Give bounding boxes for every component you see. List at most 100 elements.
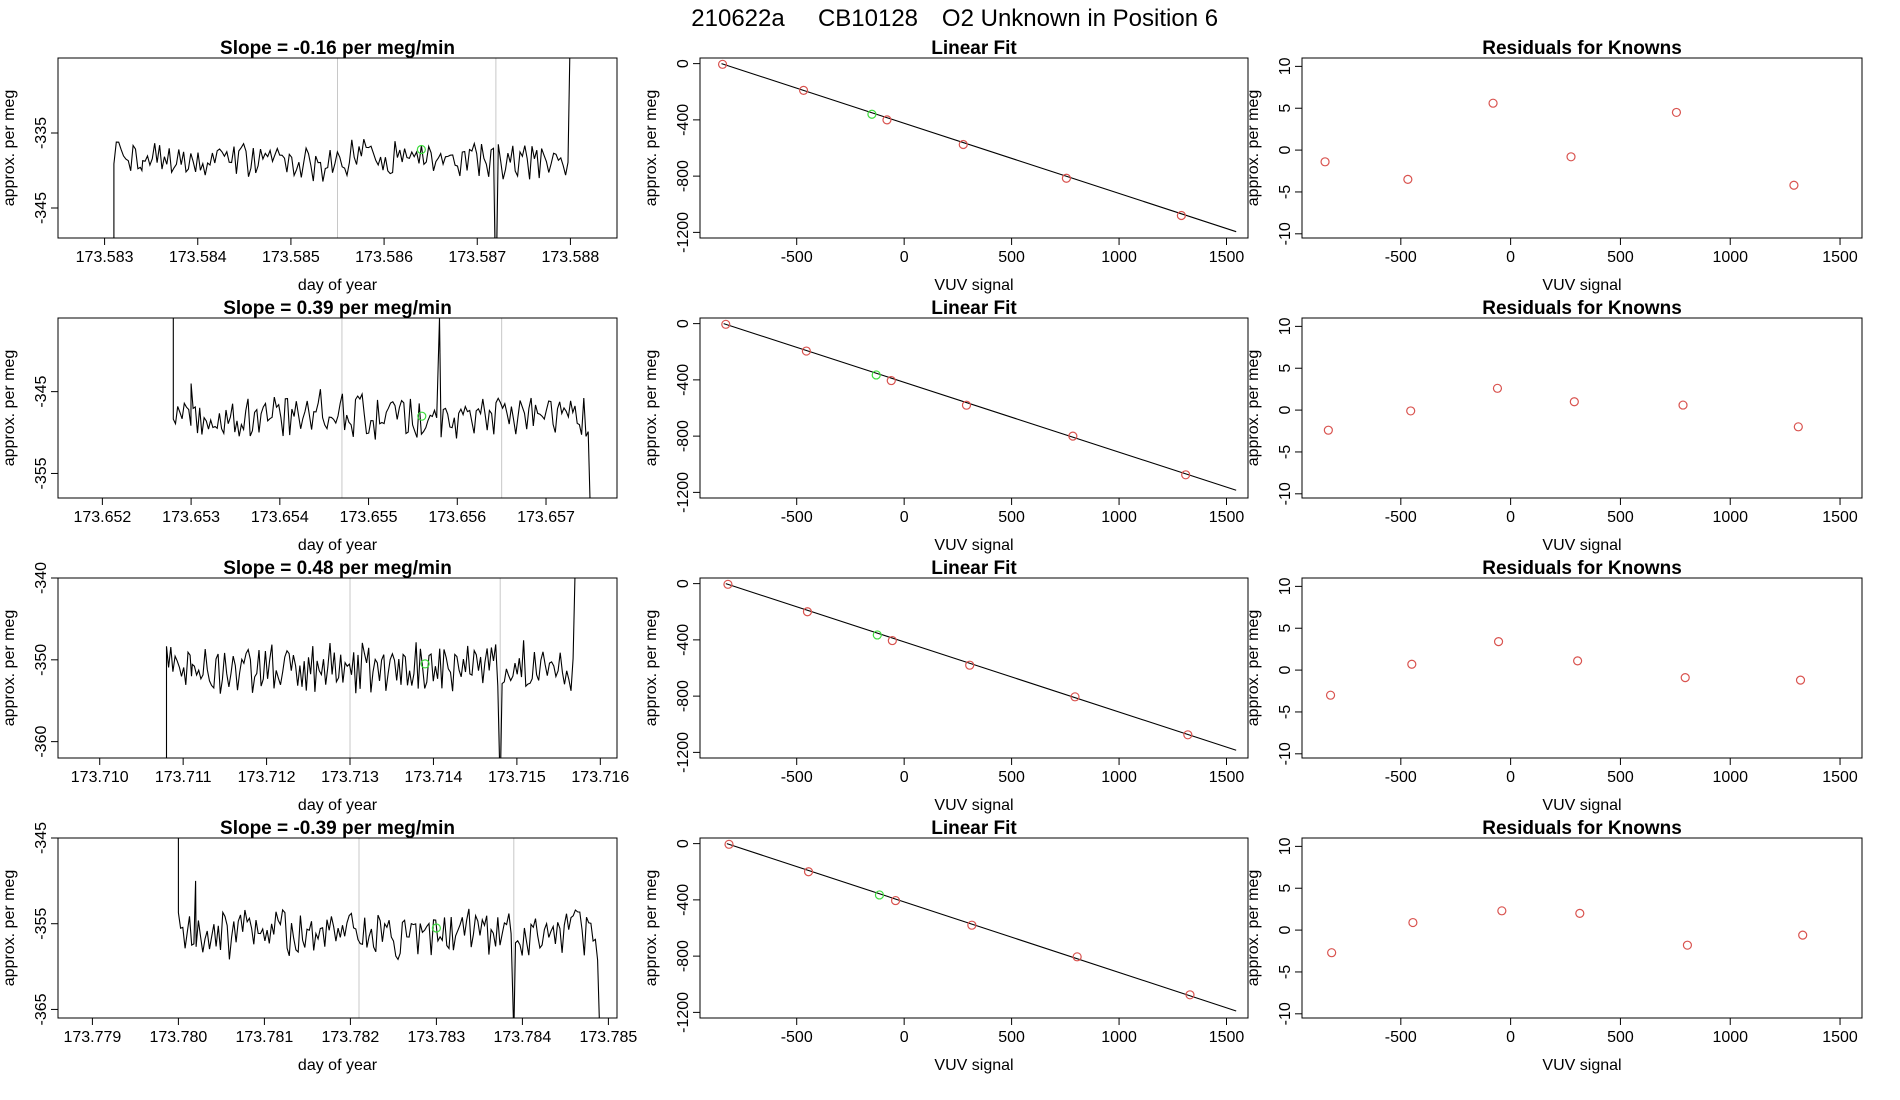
residuals-4-x-tick-label: 500 bbox=[1607, 1029, 1634, 1046]
timeseries-3-y-tick-label: -340 bbox=[33, 562, 50, 594]
timeseries-4-panel: Slope = -0.39 per meg/min day of year appr… bbox=[1, 818, 637, 1074]
residuals-4-x-tick-label: -500 bbox=[1385, 1029, 1417, 1046]
residuals-4-residual-point-3 bbox=[1497, 906, 1507, 916]
linear-fit-3-known-point-4 bbox=[965, 660, 975, 670]
timeseries-1-unknown-point bbox=[416, 144, 426, 155]
residuals-3-y-axis-label: approx. per meg bbox=[1245, 610, 1262, 727]
linear-fit-2-known-point-2 bbox=[801, 346, 811, 356]
timeseries-4-x-tick-label: 173.780 bbox=[149, 1029, 207, 1046]
linear-fit-1-y-tick-label: 0 bbox=[675, 59, 692, 68]
residuals-1-x-tick-label: 1000 bbox=[1712, 249, 1748, 266]
linear-fit-3-known-point-5 bbox=[1070, 692, 1080, 702]
residuals-4-x-tick-label: 0 bbox=[1506, 1029, 1515, 1046]
timeseries-2-y-axis-label: approx. per meg bbox=[1, 350, 18, 467]
residuals-3-y-tick-label: 5 bbox=[1277, 624, 1294, 633]
timeseries-4-plot-frame bbox=[57, 837, 618, 1019]
residuals-4-y-tick-label: -5 bbox=[1277, 965, 1294, 979]
linear-fit-2-known-point-4 bbox=[961, 400, 972, 410]
residuals-4-y-tick-label: 5 bbox=[1277, 884, 1294, 893]
linear-fit-4-x-tick-label: 1500 bbox=[1209, 1029, 1245, 1046]
linear-fit-2-known-point-3 bbox=[886, 375, 896, 386]
timeseries-3-plot-frame bbox=[57, 577, 618, 759]
main-title-cylinder: CB10128 bbox=[818, 5, 918, 32]
residuals-1-residual-point-1 bbox=[1320, 157, 1330, 167]
timeseries-2-unknown-point bbox=[417, 411, 427, 421]
timeseries-2-series-line bbox=[172, 318, 591, 498]
residuals-4-y-axis-label: approx. per meg bbox=[1245, 870, 1262, 987]
residuals-2-panel: Residuals for Knowns VUV signal approx. pe… bbox=[1245, 298, 1863, 554]
linear-fit-1-x-tick-label: -500 bbox=[781, 249, 813, 266]
residuals-4-x-tick-label: 1500 bbox=[1822, 1029, 1858, 1046]
linear-fit-1-y-tick-label: -800 bbox=[675, 160, 692, 192]
linear-fit-3-x-tick-label: -500 bbox=[781, 769, 813, 786]
residuals-1-y-axis-label: approx. per meg bbox=[1245, 90, 1262, 207]
residuals-1-y-tick-label: -5 bbox=[1277, 185, 1294, 199]
residuals-2-y-tick-label: -5 bbox=[1277, 445, 1294, 459]
residuals-1-residual-point-2 bbox=[1403, 174, 1413, 184]
residuals-3-residual-point-1 bbox=[1325, 690, 1336, 700]
linear-fit-1-known-point-1 bbox=[717, 59, 728, 69]
residuals-4-x-axis-label: VUV signal bbox=[1542, 1057, 1621, 1074]
timeseries-4-x-tick-label: 173.779 bbox=[63, 1029, 121, 1046]
residuals-1-residual-point-5 bbox=[1671, 107, 1682, 118]
residuals-3-residual-point-6 bbox=[1795, 675, 1806, 685]
linear-fit-2-title: Linear Fit bbox=[931, 298, 1017, 319]
main-title-run-id: 210622a bbox=[691, 5, 785, 32]
residuals-4-panel: Residuals for Knowns VUV signal approx. pe… bbox=[1245, 818, 1863, 1074]
residuals-2-residual-point-4 bbox=[1569, 397, 1579, 407]
residuals-2-y-axis-label: approx. per meg bbox=[1245, 350, 1262, 467]
timeseries-4-unknown-point bbox=[431, 923, 441, 933]
timeseries-1-y-tick-label: -345 bbox=[33, 192, 50, 224]
linear-fit-1-title: Linear Fit bbox=[931, 38, 1017, 59]
residuals-1-residual-point-4 bbox=[1566, 152, 1576, 162]
timeseries-1-x-tick-label: 173.584 bbox=[169, 249, 227, 266]
timeseries-3-y-tick-label: -360 bbox=[33, 726, 50, 758]
linear-fit-2-panel: Linear Fit VUV signal approx. per meg -500 0… bbox=[643, 298, 1249, 554]
linear-fit-4-x-axis-label: VUV signal bbox=[934, 1057, 1013, 1074]
residuals-3-x-tick-label: 1000 bbox=[1712, 769, 1748, 786]
linear-fit-2-x-tick-label: 500 bbox=[998, 509, 1025, 526]
residuals-1-plot-frame bbox=[1301, 57, 1863, 239]
linear-fit-2-y-tick-label: -1200 bbox=[675, 472, 692, 513]
timeseries-3-y-tick-label: -350 bbox=[33, 644, 50, 676]
linear-fit-3-known-point-6 bbox=[1183, 730, 1193, 740]
residuals-1-residual-point-6 bbox=[1789, 180, 1799, 190]
linear-fit-1-x-tick-label: 0 bbox=[900, 249, 909, 266]
linear-fit-3-x-tick-label: 1500 bbox=[1209, 769, 1245, 786]
linear-fit-1-x-tick-label: 500 bbox=[998, 249, 1025, 266]
linear-fit-2-x-tick-label: -500 bbox=[781, 509, 813, 526]
linear-fit-2-y-axis-label: approx. per meg bbox=[643, 350, 660, 467]
linear-fit-1-unknown-point bbox=[867, 109, 877, 119]
linear-fit-2-known-point-1 bbox=[721, 319, 731, 329]
residuals-4-title: Residuals for Knowns bbox=[1482, 818, 1682, 839]
residuals-2-x-tick-label: 0 bbox=[1506, 509, 1515, 526]
timeseries-2-x-tick-label: 173.652 bbox=[73, 509, 131, 526]
residuals-1-x-tick-label: -500 bbox=[1385, 249, 1417, 266]
residuals-4-residual-point-4 bbox=[1575, 908, 1585, 918]
linear-fit-1-x-tick-label: 1000 bbox=[1101, 249, 1137, 266]
linear-fit-4-unknown-point bbox=[874, 890, 885, 900]
timeseries-1-x-tick-label: 173.585 bbox=[262, 249, 320, 266]
linear-fit-4-known-point-2 bbox=[803, 867, 814, 877]
timeseries-4-x-tick-label: 173.782 bbox=[321, 1029, 379, 1046]
main-title-description: O2 Unknown in Position 6 bbox=[942, 5, 1218, 32]
linear-fit-1-x-axis-label: VUV signal bbox=[934, 277, 1013, 294]
residuals-2-x-tick-label: 1500 bbox=[1822, 509, 1858, 526]
residuals-4-plot-frame bbox=[1301, 837, 1863, 1019]
residuals-3-x-tick-label: 500 bbox=[1607, 769, 1634, 786]
residuals-2-x-tick-label: 1000 bbox=[1712, 509, 1748, 526]
timeseries-4-x-axis-label: day of year bbox=[298, 1057, 378, 1074]
timeseries-1-title: Slope = -0.16 per meg/min bbox=[220, 38, 455, 59]
residuals-3-title: Residuals for Knowns bbox=[1482, 558, 1682, 579]
linear-fit-4-known-point-1 bbox=[724, 839, 734, 849]
linear-fit-4-title: Linear Fit bbox=[931, 818, 1017, 839]
linear-fit-3-y-tick-label: -400 bbox=[675, 624, 692, 656]
linear-fit-3-x-axis-label: VUV signal bbox=[934, 797, 1013, 814]
timeseries-3-panel: Slope = 0.48 per meg/min day of year appro… bbox=[1, 558, 629, 814]
timeseries-4-x-tick-label: 173.781 bbox=[235, 1029, 293, 1046]
residuals-4-y-tick-label: 10 bbox=[1277, 837, 1294, 855]
linear-fit-2-y-tick-label: -800 bbox=[675, 420, 692, 452]
residuals-2-y-tick-label: -10 bbox=[1277, 482, 1294, 505]
residuals-1-y-tick-label: -10 bbox=[1277, 222, 1294, 245]
